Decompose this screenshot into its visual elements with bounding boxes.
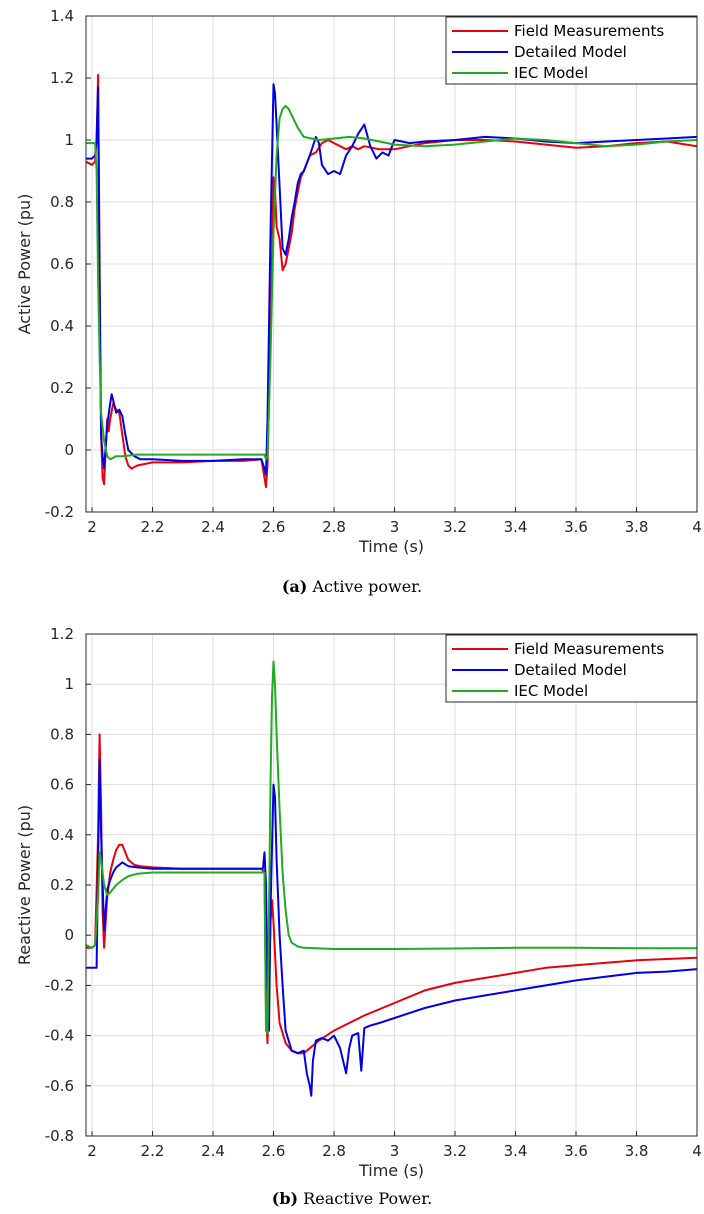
legend: Field Measurements Detailed Model IEC Mode… xyxy=(445,634,698,703)
y-tick-label: 0.2 xyxy=(50,876,74,894)
x-tick-label: 3.2 xyxy=(443,1142,467,1160)
y-tick-label: 1 xyxy=(64,675,74,693)
axis-ticks: 2 2.2 2.4 2.6 2.8 3 3.2 3.4 3.6 3.8 4 -0.8 -0.6 -0.4 -… xyxy=(45,625,702,1160)
y-tick-label: 0.8 xyxy=(50,725,74,743)
legend-label: Detailed Model xyxy=(514,661,627,679)
y-tick-label: 0.2 xyxy=(50,379,74,397)
y-tick-label: 1.2 xyxy=(50,69,74,87)
y-tick-label: 0.6 xyxy=(50,255,74,273)
y-tick-label: -0.6 xyxy=(45,1077,74,1095)
x-tick-label: 2 xyxy=(87,1142,97,1160)
series-line-detailed-model xyxy=(86,83,697,476)
caption-label: (b) xyxy=(272,1189,298,1208)
x-axis-label: Time (s) xyxy=(358,537,424,556)
y-tick-label: 1 xyxy=(64,131,74,149)
y-tick-label: -0.2 xyxy=(45,976,74,994)
x-tick-label: 2.2 xyxy=(141,1142,165,1160)
x-tick-label: 2 xyxy=(87,518,97,536)
x-tick-label: 3.2 xyxy=(443,518,467,536)
legend-label: Field Measurements xyxy=(514,640,664,658)
y-tick-label: 1.2 xyxy=(50,625,74,643)
caption-text: Active power. xyxy=(307,577,422,596)
legend-label: IEC Model xyxy=(514,64,588,82)
x-tick-label: 3.8 xyxy=(625,518,649,536)
active-power-chart: 2 2.2 2.4 2.6 2.8 3 3.2 3.4 3.6 3.8 4 -0.2 0 0.2 0.4 0.… xyxy=(15,7,702,596)
x-tick-label: 3 xyxy=(390,1142,400,1160)
x-tick-label: 3.4 xyxy=(504,1142,528,1160)
x-tick-label: 2.4 xyxy=(201,1142,225,1160)
x-tick-label: 3.8 xyxy=(625,1142,649,1160)
x-tick-label: 3.4 xyxy=(504,518,528,536)
y-tick-label: 1.4 xyxy=(50,7,74,25)
y-tick-label: 0.4 xyxy=(50,826,74,844)
x-tick-label: 2.2 xyxy=(141,518,165,536)
legend-label: IEC Model xyxy=(514,682,588,700)
y-axis-label: Active Power (pu) xyxy=(15,194,34,335)
x-axis-label: Time (s) xyxy=(358,1161,424,1180)
reactive-power-chart: 2 2.2 2.4 2.6 2.8 3 3.2 3.4 3.6 3.8 4 -0.8 -0.6 -0.4 -… xyxy=(15,625,702,1208)
y-tick-label: -0.2 xyxy=(45,503,74,521)
y-tick-label: 0 xyxy=(64,926,74,944)
legend: Field Measurements Detailed Model IEC Mode… xyxy=(445,16,698,85)
y-tick-label: 0 xyxy=(64,441,74,459)
y-tick-label: -0.8 xyxy=(45,1127,74,1145)
x-tick-label: 4 xyxy=(692,518,702,536)
series-line-field-measurements xyxy=(86,73,697,489)
y-tick-label: 0.6 xyxy=(50,776,74,794)
y-tick-label: -0.4 xyxy=(45,1027,74,1045)
legend-label: Field Measurements xyxy=(514,22,664,40)
x-tick-label: 2.6 xyxy=(262,1142,286,1160)
y-tick-label: 0.4 xyxy=(50,317,74,335)
series-line-detailed-model xyxy=(86,758,697,1097)
x-tick-label: 3 xyxy=(390,518,400,536)
x-tick-label: 2.8 xyxy=(322,1142,346,1160)
y-axis-label: Reactive Power (pu) xyxy=(15,805,34,965)
x-tick-label: 4 xyxy=(692,1142,702,1160)
x-tick-label: 2.8 xyxy=(322,518,346,536)
caption-label: (a) xyxy=(282,577,308,596)
y-tick-label: 0.8 xyxy=(50,193,74,211)
series-group xyxy=(86,660,697,1097)
series-group xyxy=(86,73,697,489)
series-line-iec-model xyxy=(86,660,697,1035)
x-tick-label: 3.6 xyxy=(564,518,588,536)
figure-caption: (a) Active power. xyxy=(282,577,422,596)
axis-ticks: 2 2.2 2.4 2.6 2.8 3 3.2 3.4 3.6 3.8 4 -0.2 0 0.2 0.4 0.… xyxy=(45,7,702,536)
x-tick-label: 2.4 xyxy=(201,518,225,536)
x-tick-label: 3.6 xyxy=(564,1142,588,1160)
figure-caption: (b) Reactive Power. xyxy=(272,1189,432,1208)
caption-text: Reactive Power. xyxy=(298,1189,432,1208)
x-tick-label: 2.6 xyxy=(262,518,286,536)
series-line-iec-model xyxy=(86,104,697,461)
legend-label: Detailed Model xyxy=(514,43,627,61)
